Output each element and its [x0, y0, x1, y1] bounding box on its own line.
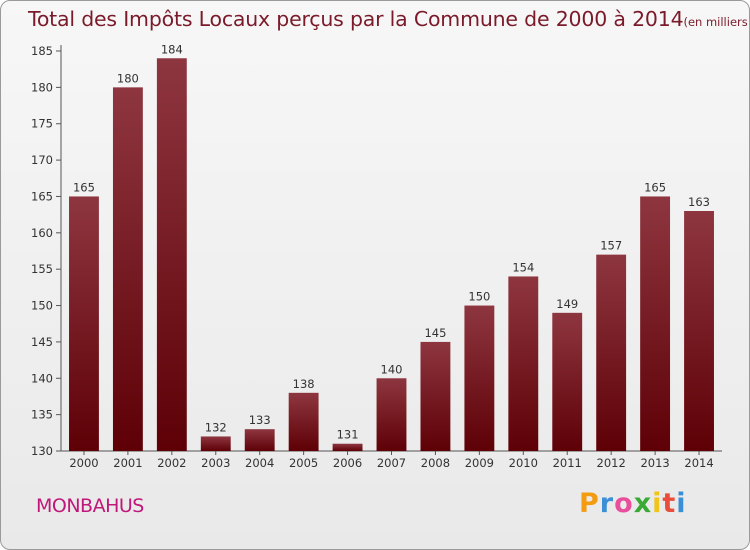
data-label: 149 [556, 297, 578, 311]
proxiti-logo[interactable]: Proxiti [579, 488, 687, 519]
bar [596, 254, 627, 451]
bar [552, 312, 583, 451]
y-tick-label: 155 [31, 262, 53, 276]
x-tick-label: 2011 [553, 456, 582, 470]
x-tick-label: 2012 [597, 456, 626, 470]
bar [464, 305, 495, 451]
axes: 130 135 140 145 150 155 160 165 170 175 180 185 2000… [31, 44, 722, 470]
x-tick-label: 2014 [684, 456, 713, 470]
x-tick-label: 2005 [289, 456, 318, 470]
x-tick-label: 2008 [421, 456, 450, 470]
data-label: 154 [512, 260, 534, 274]
y-tick-label: 185 [31, 44, 53, 58]
y-tick-label: 180 [31, 80, 53, 94]
data-label: 131 [337, 428, 359, 442]
y-tick-label: 170 [31, 153, 53, 167]
y-tick-label: 150 [31, 299, 53, 313]
x-tick-label: 2002 [157, 456, 186, 470]
data-label: 163 [688, 195, 710, 209]
bar [244, 429, 275, 451]
x-tick-label: 2010 [509, 456, 538, 470]
y-tick-label: 135 [31, 408, 53, 422]
y-tick-label: 165 [31, 189, 53, 203]
x-tick-label: 2001 [113, 456, 142, 470]
logo-letter: i [676, 488, 687, 519]
y-tick-label: 160 [31, 226, 53, 240]
x-tick-label: 2007 [377, 456, 406, 470]
logo-letter: x [633, 488, 653, 519]
data-label: 145 [424, 326, 446, 340]
data-label: 140 [381, 362, 403, 376]
y-tick-label: 175 [31, 117, 53, 131]
logo-letter: P [579, 488, 600, 519]
bar [376, 378, 407, 451]
y-tick-label: 130 [31, 444, 53, 458]
data-label: 157 [600, 239, 622, 253]
x-tick-label: 2013 [640, 456, 669, 470]
logo-letter: o [614, 488, 634, 519]
data-label: 138 [293, 377, 315, 391]
data-label: 184 [161, 42, 183, 56]
bar [508, 276, 539, 451]
data-label: 165 [73, 180, 95, 194]
logo-letter: i [652, 488, 663, 519]
x-tick-label: 2006 [333, 456, 362, 470]
logo-letter: r [599, 488, 615, 519]
bar [332, 443, 363, 451]
data-label: 165 [644, 180, 666, 194]
value-labels: 165 180 184 132 133 138 131 140 145 150 154 149 157 1… [73, 42, 710, 441]
chart-title: Total des Impôts Locaux perçus par la Co… [28, 7, 749, 31]
bar [640, 196, 671, 451]
title-text: Total des Impôts Locaux perçus par la Co… [28, 7, 684, 31]
data-label: 133 [249, 413, 271, 427]
commune-name: MONBAHUS [36, 495, 144, 517]
data-label: 180 [117, 71, 139, 85]
bar [112, 87, 143, 451]
bar [156, 58, 187, 451]
chart-subtitle: (en milliers d'€) [683, 15, 749, 29]
bar [69, 196, 99, 451]
x-tick-label: 2003 [201, 456, 230, 470]
logo-letter: t [662, 488, 677, 519]
y-tick-label: 145 [31, 335, 53, 349]
bars [69, 58, 714, 451]
y-tick-label: 140 [31, 371, 53, 385]
x-tick-label: 2009 [465, 456, 494, 470]
x-tick-label: 2004 [245, 456, 274, 470]
data-label: 150 [468, 290, 490, 304]
x-tick-label: 2000 [69, 456, 98, 470]
bar [420, 341, 451, 451]
bar [684, 211, 714, 451]
data-label: 132 [205, 420, 227, 434]
bar [288, 392, 319, 451]
bar [200, 436, 231, 451]
